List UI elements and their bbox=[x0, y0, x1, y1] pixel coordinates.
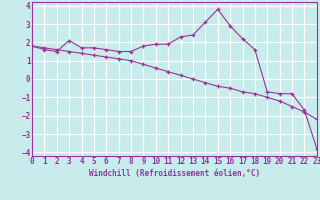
X-axis label: Windchill (Refroidissement éolien,°C): Windchill (Refroidissement éolien,°C) bbox=[89, 169, 260, 178]
